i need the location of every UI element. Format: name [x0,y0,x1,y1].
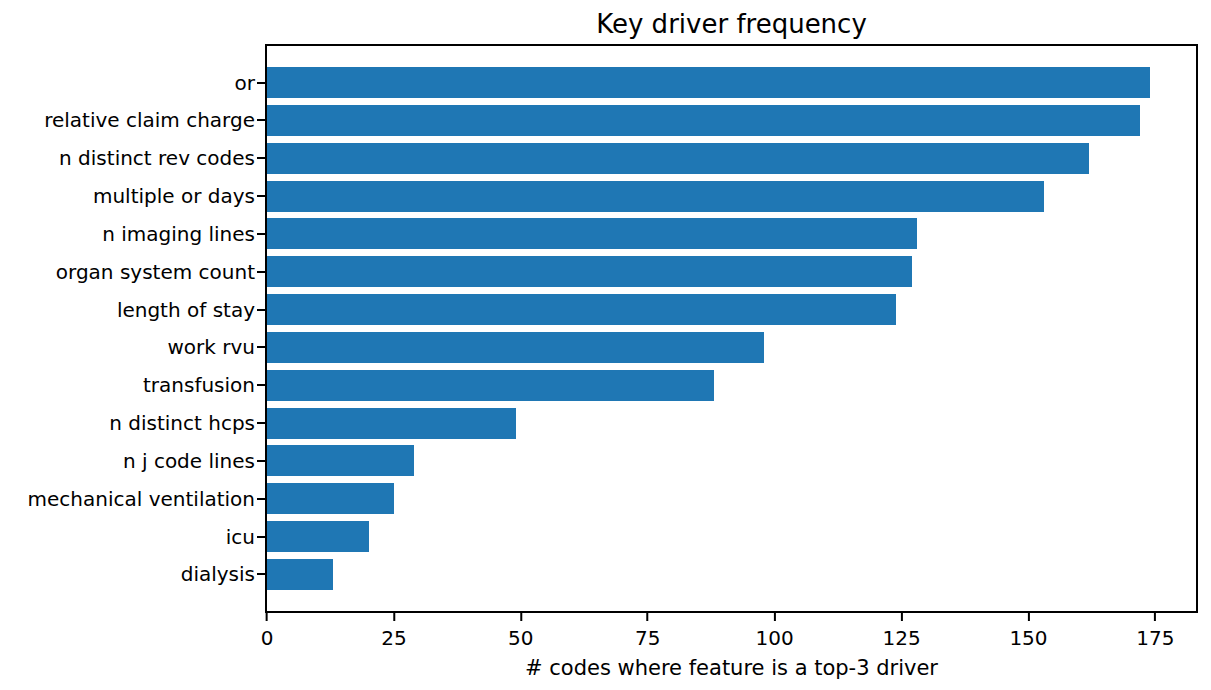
y-tick-mark [257,384,265,386]
category-label: dialysis [181,562,255,586]
bar-row: n distinct rev codes [267,143,1196,174]
category-label: length of stay [117,298,255,322]
x-tick-mark [1154,613,1156,621]
chart-title: Key driver frequency [265,9,1198,40]
x-axis-label: # codes where feature is a top-3 driver [265,656,1198,680]
y-tick-mark [257,82,265,84]
bar [267,105,1140,136]
y-tick-mark [257,498,265,500]
bar-row: or [267,67,1196,98]
y-tick-mark [257,573,265,575]
bar-row: length of stay [267,294,1196,325]
bar-row: n imaging lines [267,218,1196,249]
bar [267,67,1150,98]
x-tick-mark [266,613,268,621]
x-tick-label: 150 [1009,626,1047,650]
category-label: multiple or days [93,184,255,208]
category-label: icu [226,525,255,549]
category-label: mechanical ventilation [28,487,255,511]
category-label: n j code lines [123,449,255,473]
y-tick-mark [257,309,265,311]
x-tick-label: 50 [508,626,533,650]
x-tick-mark [647,613,649,621]
plot-area: or relative claim charge n distinct rev co… [265,44,1198,613]
bar [267,559,333,590]
x-tick-mark [393,613,395,621]
y-tick-mark [257,346,265,348]
x-tick: 75 [635,613,660,650]
category-label: n distinct rev codes [59,146,255,170]
bar-row: n distinct hcps [267,408,1196,439]
y-tick-mark [257,422,265,424]
x-axis-ticks: 0255075100125150175 [267,613,1196,653]
bar [267,256,912,287]
x-tick-label: 25 [381,626,406,650]
x-tick-mark [1027,613,1029,621]
x-tick-label: 125 [882,626,920,650]
x-tick-mark [774,613,776,621]
bar-row: mechanical ventilation [267,483,1196,514]
category-label: or [235,71,255,95]
x-tick-label: 0 [261,626,274,650]
bar [267,181,1044,212]
category-label: organ system count [56,260,255,284]
y-tick-mark [257,233,265,235]
y-tick-mark [257,536,265,538]
x-tick: 25 [381,613,406,650]
category-label: work rvu [168,335,256,359]
y-tick-mark [257,460,265,462]
x-tick: 175 [1136,613,1174,650]
bar-row: transfusion [267,370,1196,401]
category-label: n imaging lines [102,222,255,246]
category-label: transfusion [143,373,255,397]
bar-row: n j code lines [267,445,1196,476]
bar [267,445,414,476]
bar-row: icu [267,521,1196,552]
bar-row: dialysis [267,559,1196,590]
y-tick-mark [257,157,265,159]
x-tick: 125 [882,613,920,650]
bars-area: or relative claim charge n distinct rev co… [267,46,1196,611]
x-tick-mark [520,613,522,621]
x-tick: 0 [261,613,274,650]
bar [267,143,1089,174]
bar-row: work rvu [267,332,1196,363]
y-tick-mark [257,195,265,197]
x-tick: 50 [508,613,533,650]
bar [267,370,714,401]
x-tick-mark [901,613,903,621]
bar [267,294,896,325]
x-tick-label: 75 [635,626,660,650]
x-tick: 150 [1009,613,1047,650]
x-tick-label: 100 [756,626,794,650]
bar [267,521,369,552]
y-tick-mark [257,119,265,121]
bar-row: relative claim charge [267,105,1196,136]
x-tick-label: 175 [1136,626,1174,650]
category-label: relative claim charge [44,108,255,132]
figure: Key driver frequency or relative claim ch… [0,0,1211,690]
category-label: n distinct hcps [109,411,255,435]
y-tick-mark [257,271,265,273]
bar [267,332,764,363]
bar-row: organ system count [267,256,1196,287]
bar [267,483,394,514]
bar-row: multiple or days [267,181,1196,212]
bar [267,218,917,249]
bar [267,408,516,439]
x-tick: 100 [756,613,794,650]
